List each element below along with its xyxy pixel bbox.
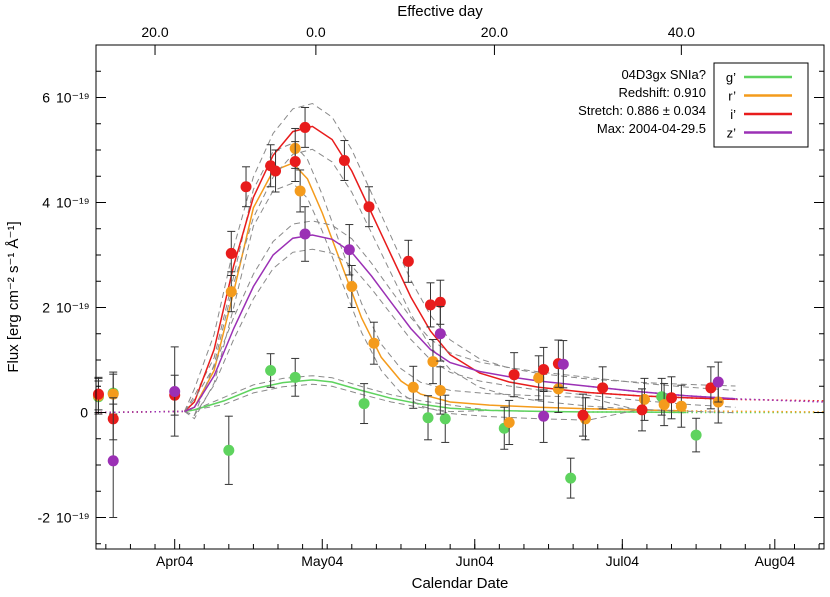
data-point bbox=[422, 412, 434, 424]
data-point bbox=[424, 299, 436, 311]
data-point bbox=[363, 201, 375, 213]
data-point bbox=[577, 409, 589, 421]
y-tick-label: 4 bbox=[42, 195, 50, 211]
data-point bbox=[299, 228, 311, 240]
legend-label-4: z’ bbox=[727, 126, 737, 141]
data-point bbox=[533, 372, 545, 384]
x2-axis-label: Effective day bbox=[397, 3, 483, 20]
y-tick-label: -2 bbox=[38, 510, 51, 526]
x-tick-label: Apr04 bbox=[156, 553, 194, 569]
data-point bbox=[427, 356, 439, 368]
data-point bbox=[690, 429, 702, 441]
data-point bbox=[552, 383, 564, 395]
data-point bbox=[508, 369, 520, 381]
x2-tick-label: 0.0 bbox=[306, 24, 326, 40]
data-point bbox=[240, 181, 252, 193]
data-point bbox=[557, 358, 569, 370]
series-3 bbox=[95, 102, 825, 416]
model-curve-post-1 bbox=[587, 411, 824, 414]
data-point bbox=[538, 363, 550, 375]
y-tick-label: 6 bbox=[42, 90, 50, 106]
data-point bbox=[368, 337, 380, 349]
x2-tick-label: 40.0 bbox=[668, 24, 695, 40]
data-point bbox=[346, 281, 358, 292]
data-point bbox=[169, 386, 181, 397]
data-point bbox=[712, 376, 724, 388]
y-tick-exponent: 10⁻¹⁹ bbox=[56, 90, 90, 106]
data-layer bbox=[92, 102, 825, 518]
error-band-lower-3 bbox=[184, 148, 736, 416]
info-object: 04D3gx SNIa? bbox=[621, 67, 706, 82]
ticks-layer: Apr04 May04 Jun04 Jul04 Aug04 20.0 0.0 20.0 40.0… bbox=[38, 24, 824, 569]
info-max: Max: 2004-04-29.5 bbox=[597, 121, 706, 136]
x-tick-label: Aug04 bbox=[755, 553, 796, 569]
data-point bbox=[343, 244, 355, 256]
data-point bbox=[358, 398, 370, 410]
x-tick-label: May04 bbox=[301, 553, 343, 569]
model-curve-pre-3 bbox=[95, 401, 195, 414]
data-point bbox=[92, 388, 104, 400]
error-band-upper-4 bbox=[184, 220, 736, 412]
y-tick-exponent: 10⁻¹⁹ bbox=[56, 510, 90, 526]
data-point bbox=[225, 286, 237, 298]
data-point bbox=[538, 410, 550, 422]
x2-tick-label: 20.0 bbox=[141, 24, 168, 40]
data-point bbox=[294, 185, 306, 197]
data-point bbox=[289, 371, 301, 383]
x-tick-label: Jun04 bbox=[456, 553, 494, 569]
model-curve-4 bbox=[184, 234, 736, 413]
model-curve-1 bbox=[184, 379, 687, 414]
legend: g’ r’ i’ z’ bbox=[713, 62, 809, 148]
data-point bbox=[565, 472, 577, 484]
model-curve-pre-4 bbox=[95, 406, 195, 414]
data-point bbox=[658, 399, 670, 411]
series-1 bbox=[95, 375, 824, 414]
data-point bbox=[299, 121, 311, 133]
points-series-1 bbox=[92, 353, 702, 499]
data-point bbox=[705, 382, 717, 394]
model-curve-2 bbox=[184, 162, 687, 413]
data-point bbox=[270, 165, 282, 177]
data-point bbox=[265, 365, 277, 376]
x-axis-label: Calendar Date bbox=[412, 575, 509, 592]
data-point bbox=[666, 392, 678, 404]
points-series-2 bbox=[92, 127, 724, 446]
points-series-4 bbox=[107, 206, 724, 518]
y-axis-label: Flux [erg cm⁻² s⁻¹ Å⁻¹] bbox=[5, 221, 22, 372]
y-tick-exponent: 10⁻¹⁹ bbox=[56, 195, 90, 211]
legend-label-2: r’ bbox=[728, 89, 736, 104]
data-point bbox=[107, 455, 119, 467]
data-point bbox=[434, 296, 446, 308]
error-band-lower-4 bbox=[184, 248, 736, 417]
legend-label-1: g’ bbox=[726, 70, 736, 85]
y-tick-exponent: 10⁻¹⁹ bbox=[56, 300, 90, 316]
data-point bbox=[434, 384, 446, 396]
data-point bbox=[338, 155, 350, 166]
data-point bbox=[597, 382, 609, 394]
points-series-3 bbox=[92, 106, 717, 441]
x-tick-label: Jul04 bbox=[606, 553, 640, 569]
data-point bbox=[675, 400, 687, 412]
data-point bbox=[503, 416, 515, 428]
data-point bbox=[638, 393, 650, 405]
data-point bbox=[636, 404, 648, 416]
data-point bbox=[289, 156, 301, 168]
y-tick-label: 0 bbox=[80, 405, 88, 421]
y-tick-label: 2 bbox=[42, 300, 50, 316]
data-point bbox=[223, 444, 235, 456]
plot-frame bbox=[95, 44, 825, 550]
info-block: 04D3gx SNIa? Redshift: 0.910 Stretch: 0.… bbox=[578, 67, 706, 136]
model-curve-post-2 bbox=[587, 408, 825, 413]
data-point bbox=[434, 328, 446, 340]
data-point bbox=[225, 247, 237, 259]
info-redshift: Redshift: 0.910 bbox=[619, 85, 706, 100]
info-stretch: Stretch: 0.886 ± 0.034 bbox=[578, 103, 706, 118]
data-point bbox=[107, 388, 119, 400]
data-point bbox=[402, 255, 414, 267]
x2-tick-label: 20.0 bbox=[481, 24, 508, 40]
data-point bbox=[407, 381, 419, 393]
data-point bbox=[439, 413, 451, 425]
legend-label-3: i’ bbox=[730, 107, 736, 122]
